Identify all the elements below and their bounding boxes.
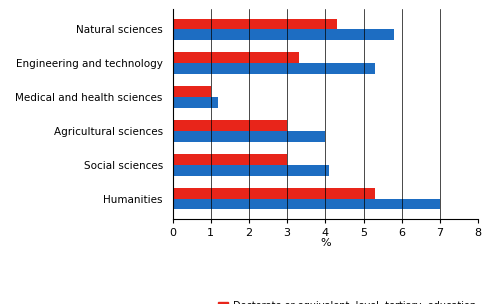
Bar — [173, 53, 299, 63]
Bar — [173, 97, 218, 108]
Bar — [173, 63, 375, 74]
X-axis label: %: % — [320, 238, 331, 248]
Bar — [173, 86, 211, 97]
Legend: Doctorate or equivalent  level  tertiary  education, Higher-degree  level  terti: Doctorate or equivalent level tertiary e… — [214, 297, 480, 304]
Bar — [173, 131, 325, 142]
Bar — [173, 19, 337, 29]
Bar — [173, 188, 375, 199]
Bar — [173, 199, 440, 209]
Bar — [173, 120, 287, 131]
Bar — [173, 29, 394, 40]
Bar — [173, 165, 329, 175]
Bar — [173, 154, 287, 165]
